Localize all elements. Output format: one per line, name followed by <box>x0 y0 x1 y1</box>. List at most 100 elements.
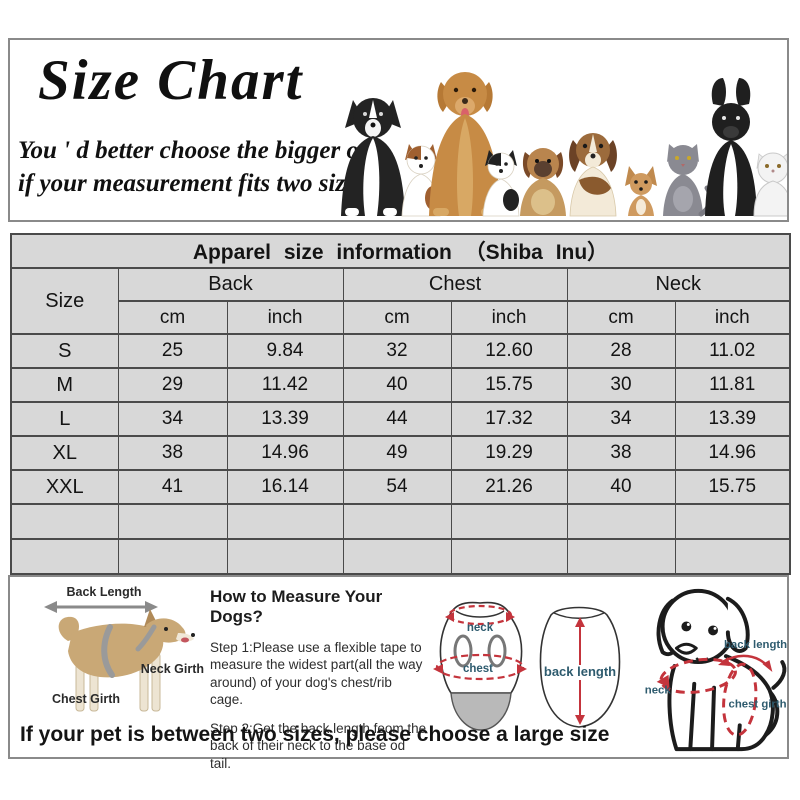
howto-step1: Step 1:Please use a flexible tape to mea… <box>210 640 423 707</box>
cell: 34 <box>117 401 228 437</box>
cell: 32 <box>342 333 452 369</box>
leg-hole-left <box>453 634 473 668</box>
table-row-s: S 25 9.84 32 12.60 28 11.02 <box>10 333 791 369</box>
cell <box>226 538 344 575</box>
neck-strap <box>135 624 157 652</box>
gray-cat-icon <box>663 144 713 217</box>
cell: 38 <box>566 435 676 471</box>
cell <box>450 503 568 540</box>
size-label: XXL <box>10 469 119 505</box>
cell <box>566 503 676 540</box>
tagline-line1: You ' d better choose the bigger one <box>18 137 384 164</box>
puppy-ear-right <box>725 596 750 653</box>
leg-hole-right <box>487 634 507 668</box>
cell: 13.39 <box>674 401 791 437</box>
border-collie-icon <box>341 98 405 216</box>
chihuahua-icon <box>625 166 657 216</box>
cell: 44 <box>342 401 452 437</box>
unit-header: cm <box>342 300 452 335</box>
unit-header: cm <box>117 300 228 335</box>
howto-step2: Step 2:Get the back length feom the back… <box>210 721 427 771</box>
persian-cat-icon <box>753 152 787 217</box>
cell <box>674 503 791 540</box>
garment-back-sketch: back length <box>539 606 621 728</box>
cell: 11.02 <box>674 333 791 369</box>
cell <box>342 503 452 540</box>
cell: 40 <box>566 469 676 505</box>
beagle-icon <box>569 133 617 217</box>
unit-header: cm <box>566 300 676 335</box>
col-group-back: Back <box>117 267 344 302</box>
pekingese-icon <box>520 148 566 216</box>
cell: 14.96 <box>226 435 344 471</box>
cell <box>10 538 119 575</box>
col-header-size: Size <box>10 267 119 335</box>
garment-neck-label: neck <box>467 622 494 634</box>
table-row-l: L 34 13.39 44 17.32 34 13.39 <box>10 401 791 437</box>
table-row-xl: XL 38 14.96 49 19.29 38 14.96 <box>10 435 791 471</box>
garment-sketches: neck chest back length <box>433 601 621 731</box>
hero-box: Size Chart You ' d better choose the big… <box>8 38 789 222</box>
size-advice-footnote: If your pet is between two sizes, please… <box>20 723 610 746</box>
puppy-chest-girth-label: chest girth <box>729 699 787 711</box>
cell: 15.75 <box>450 367 568 403</box>
cell: 14.96 <box>674 435 791 471</box>
jack-russell-2-icon <box>482 150 520 217</box>
page-title: Size Chart <box>38 49 304 112</box>
table-row-empty <box>10 503 791 540</box>
golden-retriever-icon <box>429 72 501 216</box>
chest-girth-label: Chest Girth <box>52 692 120 706</box>
cell <box>10 503 119 540</box>
puppy-chest-ellipse <box>722 662 758 737</box>
cell: 15.75 <box>674 469 791 505</box>
cell: 30 <box>566 367 676 403</box>
cell: 29 <box>117 367 228 403</box>
cell: 9.84 <box>226 333 344 369</box>
cell: 11.42 <box>226 367 344 403</box>
puppy-neck-ellipse <box>659 657 737 694</box>
puppy-head <box>660 588 736 665</box>
french-bulldog-icon <box>705 78 757 216</box>
table-title: Apparel size information （Shiba Inu） <box>10 233 791 269</box>
size-label: M <box>10 367 119 403</box>
cell: 34 <box>566 401 676 437</box>
cell: 54 <box>342 469 452 505</box>
cell: 40 <box>342 367 452 403</box>
cell <box>117 503 228 540</box>
howto-text-block: How to Measure Your Dogs? Step 1:Please … <box>210 587 428 784</box>
size-label: L <box>10 401 119 437</box>
cell: 12.60 <box>450 333 568 369</box>
puppy-back-length-label: back length <box>724 639 787 651</box>
size-label: XL <box>10 435 119 471</box>
chest-strap <box>101 624 115 678</box>
howto-heading: How to Measure Your Dogs? <box>210 587 383 626</box>
col-group-neck: Neck <box>566 267 791 302</box>
cell: 25 <box>117 333 228 369</box>
measure-guide-box: Back Length Neck Girth Chest Girth How t… <box>8 575 789 771</box>
unit-header: inch <box>226 300 344 335</box>
puppy-neck-label: neck <box>645 685 672 697</box>
cell <box>226 503 344 540</box>
cell: 38 <box>117 435 228 471</box>
puppy-body <box>667 654 775 752</box>
cell: 13.39 <box>226 401 344 437</box>
puppy-measure-sketch: back length neck chest girth <box>645 588 787 752</box>
garment-front-sketch: neck chest <box>433 601 527 731</box>
cell: 49 <box>342 435 452 471</box>
pets-group-photo <box>341 72 787 217</box>
cell: 17.32 <box>450 401 568 437</box>
dog-measure-diagram: Back Length Neck Girth Chest Girth <box>44 585 204 712</box>
table-row-xxl: XXL 41 16.14 54 21.26 40 15.75 <box>10 469 791 505</box>
cell <box>117 538 228 575</box>
puppy-nose <box>674 642 698 655</box>
hero-tagline: You ' d better choose the bigger one if … <box>18 134 384 200</box>
cell: 19.29 <box>450 435 568 471</box>
cell: 28 <box>566 333 676 369</box>
col-group-chest: Chest <box>342 267 568 302</box>
size-table: Apparel size information （Shiba Inu） Siz… <box>10 233 791 575</box>
cell <box>342 538 452 575</box>
cell: 16.14 <box>226 469 344 505</box>
garment-chest-label: chest <box>463 663 493 675</box>
cell <box>450 538 568 575</box>
table-row-empty <box>10 538 791 575</box>
